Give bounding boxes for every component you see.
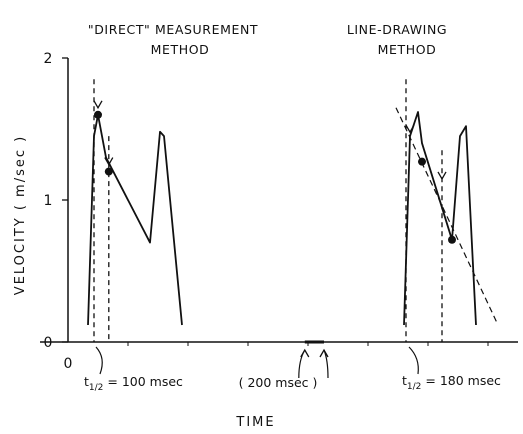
t-half-right-annotation: t1/2 = 180 msec	[402, 373, 501, 392]
t-half-left-text: t1/2 = 100 msec	[84, 374, 183, 393]
t-half-left-symbol: t	[84, 374, 89, 389]
series-left	[87, 110, 183, 326]
panel-title-left-line1: "DIRECT" MEASUREMENT	[88, 22, 258, 37]
panel-title-right: LINE-DRAWING METHOD	[347, 22, 447, 57]
chart-marks	[87, 79, 499, 379]
arrow-half-left	[104, 157, 114, 166]
t-half-right-value: = 180 msec	[425, 373, 501, 388]
series-line-right	[403, 111, 477, 326]
x-axis-label: TIME	[235, 415, 275, 430]
x-tick-label-0: 0	[64, 356, 73, 372]
scale-bar-arrow-right-head	[319, 348, 329, 358]
y-axis-label: VELOCITY ( m/sec )	[13, 135, 28, 295]
data-point-left-2	[104, 167, 113, 176]
y-tick-label-0: 0	[44, 335, 53, 351]
panel-title-right-line1: LINE-DRAWING	[347, 22, 447, 37]
arrow-peak-left	[93, 100, 103, 110]
scale-bar-label: ( 200 msec )	[239, 375, 318, 390]
data-point-right-1	[418, 157, 426, 166]
arrow-peak-right	[405, 124, 415, 134]
panel-title-right-line2: METHOD	[378, 42, 437, 57]
axes: 0 1 2 0	[40, 51, 518, 372]
t-half-right-text: t1/2 = 180 msec	[402, 373, 501, 392]
fitted-line-right	[395, 107, 499, 326]
panel-title-left-line2: METHOD	[151, 42, 210, 57]
series-right	[395, 107, 499, 326]
series-line-left	[87, 113, 183, 326]
y-tick-label-1: 1	[44, 193, 53, 209]
t-half-right-subscript: 1/2	[407, 382, 421, 392]
t-half-left-value: = 100 msec	[107, 374, 183, 389]
data-point-right-2	[448, 235, 456, 244]
panel-title-left: "DIRECT" MEASUREMENT METHOD	[88, 22, 258, 57]
t-half-right-arrow	[408, 346, 419, 375]
arrow-half-right	[437, 171, 447, 181]
scale-bar-annotation: ( 200 msec )	[239, 375, 318, 390]
t-half-right-symbol: t	[402, 373, 407, 388]
t-half-left-subscript: 1/2	[89, 383, 103, 393]
scale-bar-arrow-left-head	[300, 348, 310, 358]
y-tick-label-2: 2	[44, 51, 53, 67]
data-point-left-1	[94, 110, 102, 119]
t-half-left-annotation: t1/2 = 100 msec	[84, 374, 183, 393]
t-half-left-arrow	[95, 346, 103, 375]
